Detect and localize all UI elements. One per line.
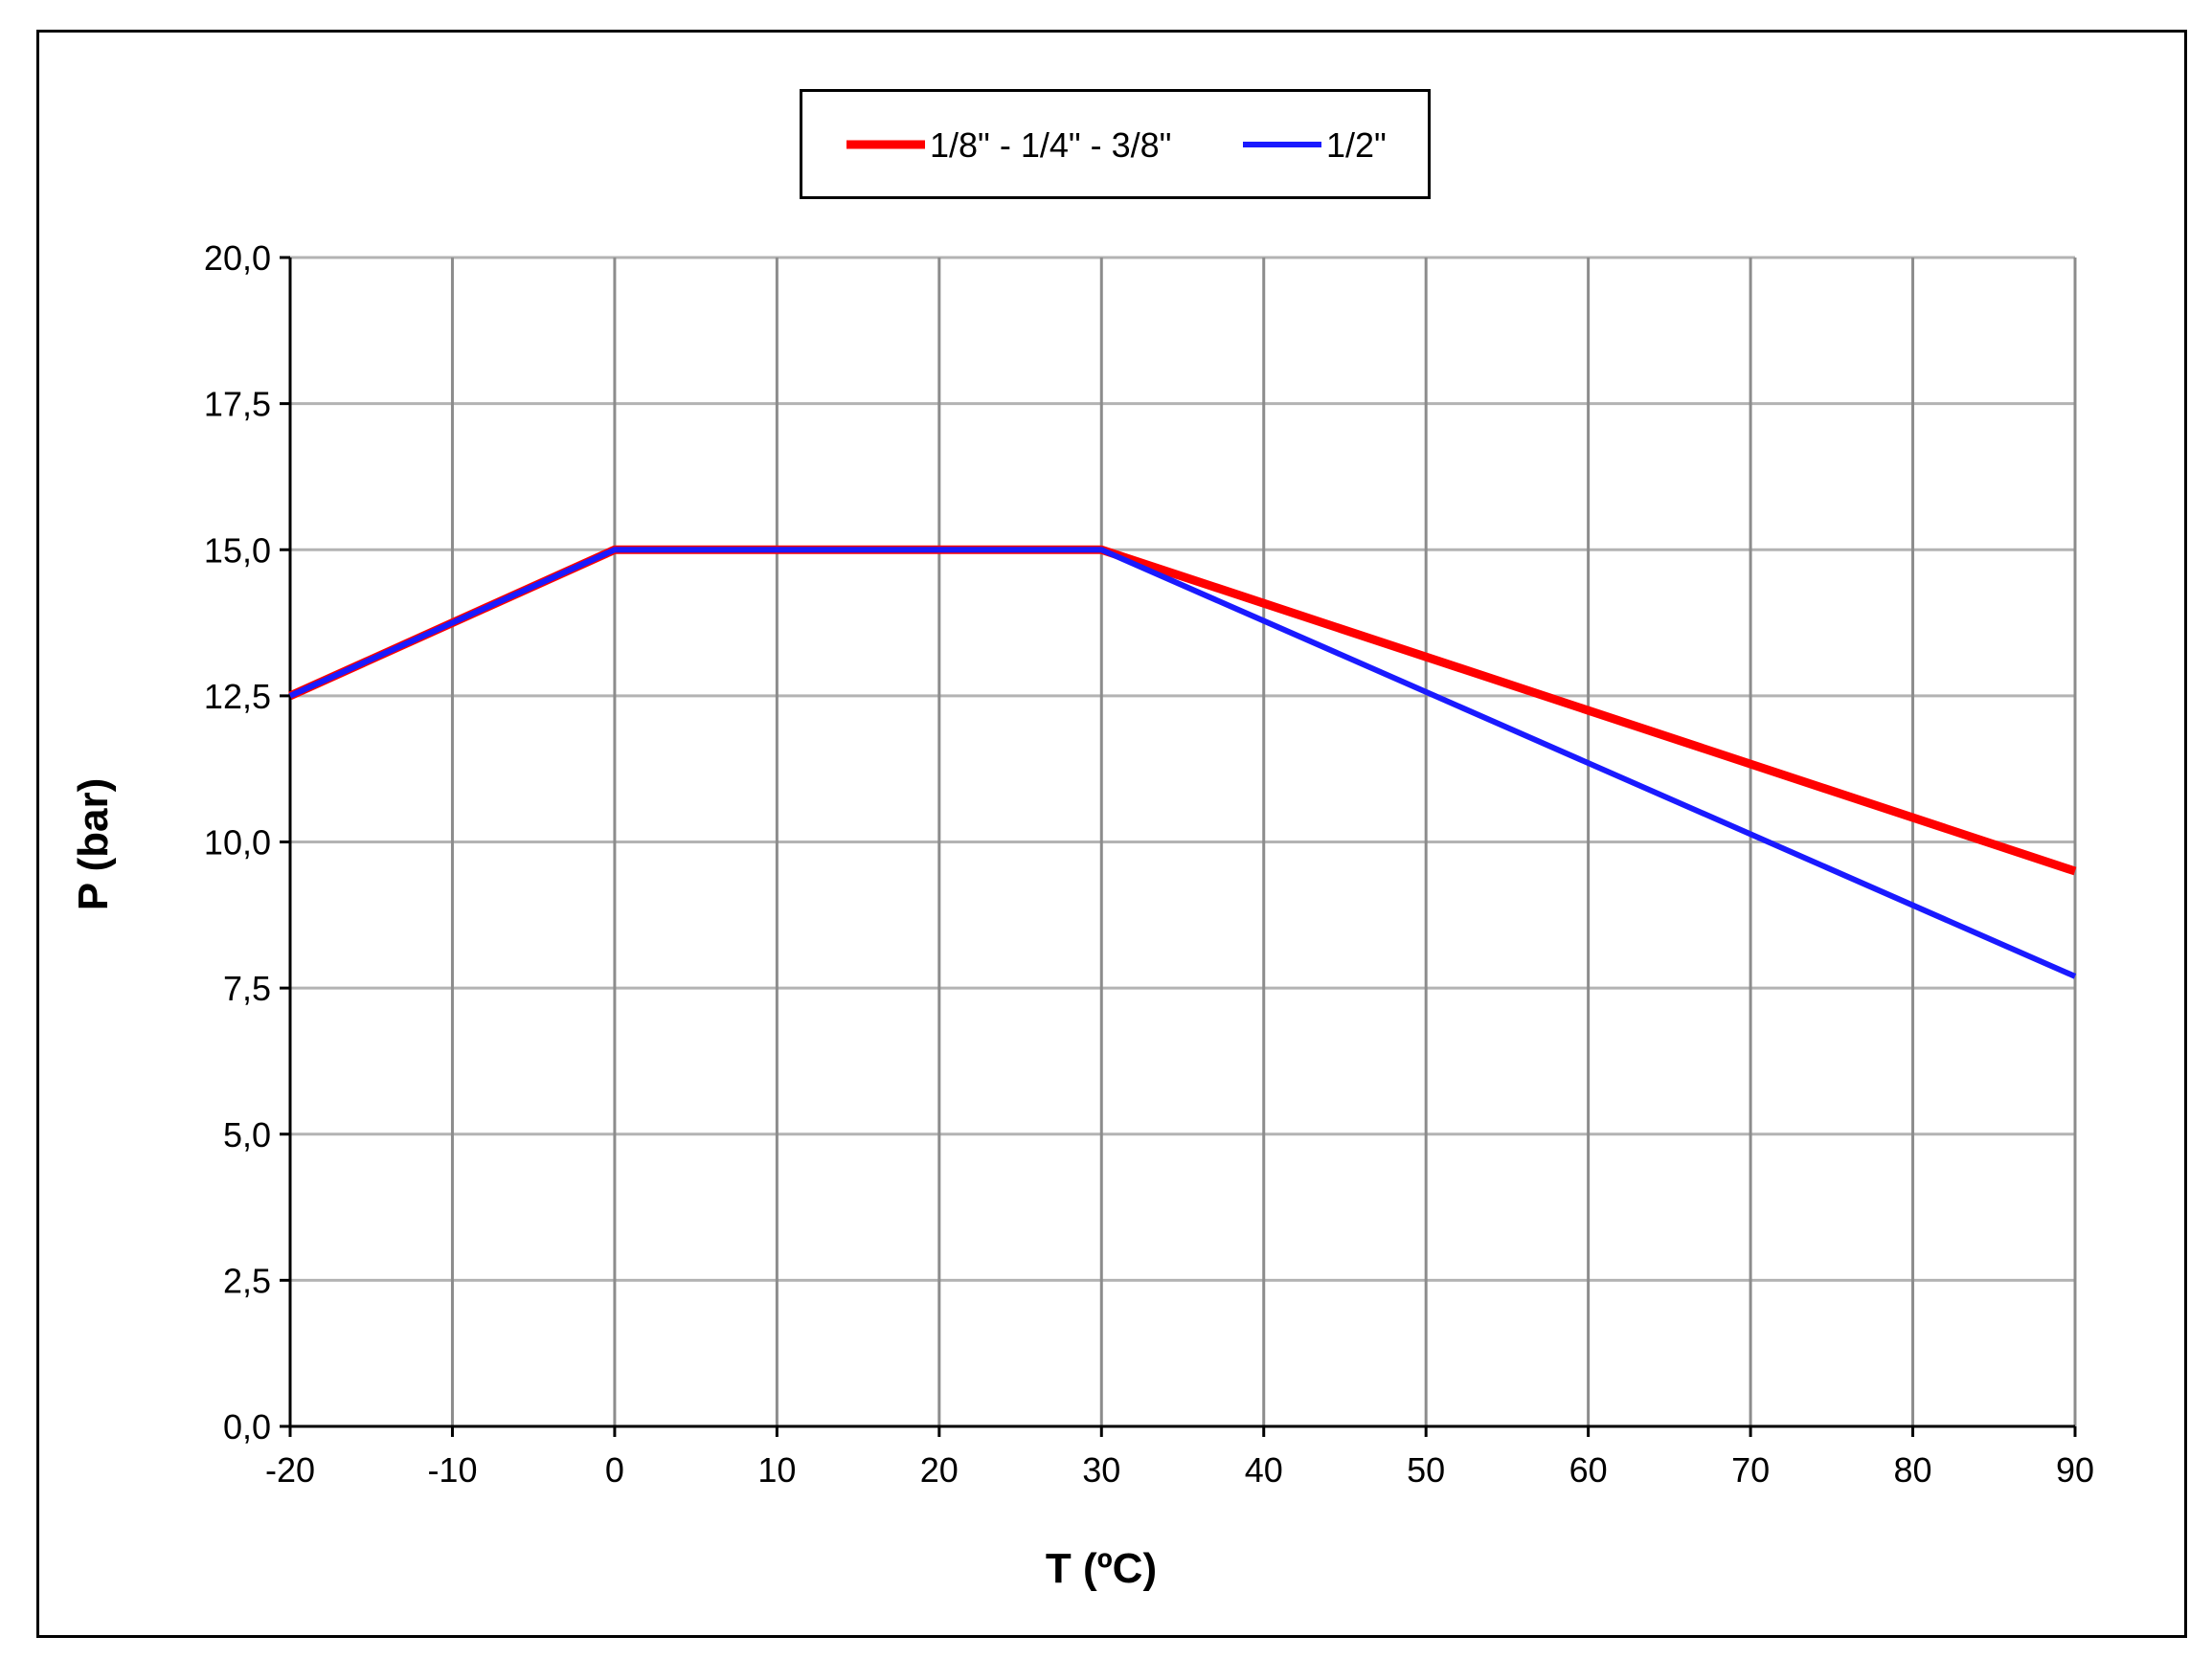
y-tick-label: 20,0 (204, 238, 271, 278)
y-tick-label: 5,0 (223, 1115, 271, 1155)
x-tick-label: 30 (1082, 1450, 1120, 1490)
x-tick-label: 50 (1407, 1450, 1445, 1490)
series-line-1 (288, 545, 2077, 876)
x-tick-label: 90 (2056, 1450, 2094, 1490)
chart-frame (36, 30, 2187, 1638)
series-layer (288, 545, 2077, 979)
legend-label-series-2: 1/2" (1326, 125, 1387, 165)
x-tick-label: -20 (265, 1450, 315, 1490)
y-tick-label: 17,5 (204, 385, 271, 424)
axis-layer (280, 256, 2077, 1437)
y-axis-title: P (bar) (70, 778, 117, 911)
x-tick-label: 20 (920, 1450, 959, 1490)
x-axis-title: T (ºC) (1046, 1545, 1157, 1592)
y-tick-label: 15,0 (204, 530, 271, 570)
legend-layer: 1/8" - 1/4" - 3/8" 1/2" (846, 125, 1387, 165)
series-line-2 (288, 547, 2077, 979)
y-tick-label: 10,0 (204, 823, 271, 863)
y-tick-label: 2,5 (223, 1261, 271, 1300)
grid-layer (290, 256, 2077, 1426)
tick-label-layer: 0,0 2,5 5,0 7,5 10,0 12,5 15,0 17,5 20,0 -20 -10 0 1… (204, 238, 2094, 1490)
x-tick-label: -10 (427, 1450, 477, 1490)
x-tick-label: 0 (605, 1450, 624, 1490)
x-tick-label: 60 (1569, 1450, 1608, 1490)
y-tick-label: 7,5 (223, 969, 271, 1008)
legend-label-series-1: 1/8" - 1/4" - 3/8" (930, 125, 1171, 165)
y-tick-label: 12,5 (204, 677, 271, 716)
x-tick-label: 80 (1894, 1450, 1932, 1490)
x-tick-label: 70 (1731, 1450, 1770, 1490)
y-tick-label: 0,0 (223, 1407, 271, 1446)
x-tick-label: 10 (757, 1450, 796, 1490)
x-tick-label: 40 (1245, 1450, 1283, 1490)
